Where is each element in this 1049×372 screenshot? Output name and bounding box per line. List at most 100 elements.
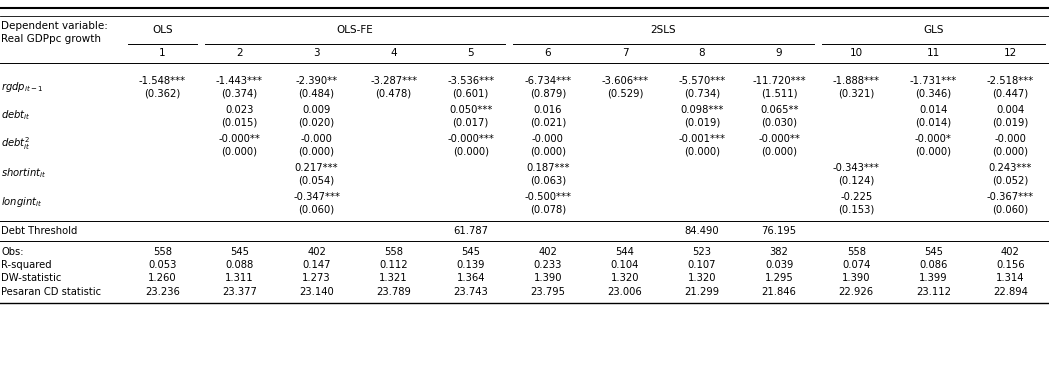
Text: OLS-FE: OLS-FE bbox=[337, 25, 373, 35]
Text: (0.063): (0.063) bbox=[530, 175, 565, 185]
Text: 0.112: 0.112 bbox=[380, 260, 408, 270]
Text: 21.846: 21.846 bbox=[762, 287, 796, 297]
Text: (0.078): (0.078) bbox=[530, 204, 565, 214]
Text: -3.606***: -3.606*** bbox=[601, 76, 648, 86]
Text: 558: 558 bbox=[384, 247, 403, 257]
Text: -11.720***: -11.720*** bbox=[752, 76, 806, 86]
Text: 0.074: 0.074 bbox=[842, 260, 871, 270]
Text: 1.260: 1.260 bbox=[148, 273, 176, 283]
Text: 23.112: 23.112 bbox=[916, 287, 950, 297]
Text: -3.536***: -3.536*** bbox=[447, 76, 494, 86]
Text: 0.086: 0.086 bbox=[919, 260, 947, 270]
Text: (0.734): (0.734) bbox=[684, 89, 720, 99]
Text: 2: 2 bbox=[236, 48, 242, 58]
Text: 0.107: 0.107 bbox=[688, 260, 716, 270]
Text: (0.060): (0.060) bbox=[992, 204, 1028, 214]
Text: 523: 523 bbox=[692, 247, 711, 257]
Text: -1.548***: -1.548*** bbox=[138, 76, 186, 86]
Text: 76.195: 76.195 bbox=[762, 226, 796, 235]
Text: (0.015): (0.015) bbox=[221, 118, 258, 128]
Text: Real GDPpc growth: Real GDPpc growth bbox=[1, 34, 101, 44]
Text: -0.000***: -0.000*** bbox=[447, 134, 494, 144]
Text: -0.000**: -0.000** bbox=[758, 134, 800, 144]
Text: 0.053: 0.053 bbox=[148, 260, 176, 270]
Text: 0.187***: 0.187*** bbox=[527, 163, 570, 173]
Text: 402: 402 bbox=[307, 247, 326, 257]
Text: 545: 545 bbox=[924, 247, 943, 257]
Text: 0.139: 0.139 bbox=[456, 260, 485, 270]
Text: 8: 8 bbox=[699, 48, 705, 58]
Text: 3: 3 bbox=[314, 48, 320, 58]
Text: 1.399: 1.399 bbox=[919, 273, 947, 283]
Text: 1.364: 1.364 bbox=[456, 273, 485, 283]
Text: (0.362): (0.362) bbox=[144, 89, 180, 99]
Text: (0.447): (0.447) bbox=[992, 89, 1028, 99]
Text: 23.140: 23.140 bbox=[299, 287, 334, 297]
Text: (0.374): (0.374) bbox=[221, 89, 257, 99]
Text: 9: 9 bbox=[776, 48, 783, 58]
Text: 6: 6 bbox=[544, 48, 551, 58]
Text: 402: 402 bbox=[538, 247, 557, 257]
Text: -1.731***: -1.731*** bbox=[909, 76, 957, 86]
Text: -0.347***: -0.347*** bbox=[293, 192, 340, 202]
Text: (0.478): (0.478) bbox=[376, 89, 411, 99]
Text: (0.601): (0.601) bbox=[452, 89, 489, 99]
Text: $debt^2_{it}$: $debt^2_{it}$ bbox=[1, 135, 30, 153]
Text: 1.320: 1.320 bbox=[688, 273, 716, 283]
Text: 0.147: 0.147 bbox=[302, 260, 330, 270]
Text: 1.314: 1.314 bbox=[997, 273, 1025, 283]
Text: Debt Threshold: Debt Threshold bbox=[1, 226, 78, 235]
Text: 10: 10 bbox=[850, 48, 863, 58]
Text: 1.321: 1.321 bbox=[380, 273, 408, 283]
Text: -5.570***: -5.570*** bbox=[679, 76, 726, 86]
Text: 545: 545 bbox=[230, 247, 249, 257]
Text: $longint_{it}$: $longint_{it}$ bbox=[1, 195, 43, 209]
Text: (0.054): (0.054) bbox=[299, 175, 335, 185]
Text: (0.019): (0.019) bbox=[684, 118, 721, 128]
Text: (0.017): (0.017) bbox=[452, 118, 489, 128]
Text: 23.743: 23.743 bbox=[453, 287, 488, 297]
Text: 0.088: 0.088 bbox=[226, 260, 254, 270]
Text: -1.888***: -1.888*** bbox=[833, 76, 880, 86]
Text: 23.795: 23.795 bbox=[531, 287, 565, 297]
Text: 4: 4 bbox=[390, 48, 397, 58]
Text: 0.009: 0.009 bbox=[302, 106, 330, 115]
Text: 61.787: 61.787 bbox=[453, 226, 488, 235]
Text: 0.023: 0.023 bbox=[226, 106, 254, 115]
Text: -2.390**: -2.390** bbox=[296, 76, 338, 86]
Text: (0.000): (0.000) bbox=[221, 147, 257, 156]
Text: 0.104: 0.104 bbox=[611, 260, 639, 270]
Text: (0.000): (0.000) bbox=[530, 147, 565, 156]
Text: 5: 5 bbox=[468, 48, 474, 58]
Text: $shortint_{it}$: $shortint_{it}$ bbox=[1, 166, 47, 180]
Text: -0.000**: -0.000** bbox=[218, 134, 260, 144]
Text: 0.004: 0.004 bbox=[997, 106, 1025, 115]
Text: 23.789: 23.789 bbox=[377, 287, 411, 297]
Text: 21.299: 21.299 bbox=[685, 287, 720, 297]
Text: $rgdp_{it-1}$: $rgdp_{it-1}$ bbox=[1, 80, 43, 94]
Text: 0.217***: 0.217*** bbox=[295, 163, 339, 173]
Text: 23.006: 23.006 bbox=[607, 287, 642, 297]
Text: 0.014: 0.014 bbox=[919, 106, 947, 115]
Text: (0.014): (0.014) bbox=[916, 118, 951, 128]
Text: (0.000): (0.000) bbox=[453, 147, 489, 156]
Text: R-squared: R-squared bbox=[1, 260, 51, 270]
Text: 382: 382 bbox=[770, 247, 789, 257]
Text: -2.518***: -2.518*** bbox=[987, 76, 1034, 86]
Text: Pesaran CD statistic: Pesaran CD statistic bbox=[1, 287, 101, 297]
Text: (0.321): (0.321) bbox=[838, 89, 875, 99]
Text: 84.490: 84.490 bbox=[685, 226, 720, 235]
Text: (0.030): (0.030) bbox=[762, 118, 797, 128]
Text: -3.287***: -3.287*** bbox=[370, 76, 418, 86]
Text: (0.052): (0.052) bbox=[992, 175, 1029, 185]
Text: 0.233: 0.233 bbox=[534, 260, 562, 270]
Text: 0.156: 0.156 bbox=[997, 260, 1025, 270]
Text: 402: 402 bbox=[1001, 247, 1020, 257]
Text: Obs:: Obs: bbox=[1, 247, 23, 257]
Text: 0.098***: 0.098*** bbox=[681, 106, 724, 115]
Text: $debt_{it}$: $debt_{it}$ bbox=[1, 108, 30, 122]
Text: OLS: OLS bbox=[152, 25, 173, 35]
Text: 11: 11 bbox=[926, 48, 940, 58]
Text: (0.021): (0.021) bbox=[530, 118, 566, 128]
Text: 1.320: 1.320 bbox=[611, 273, 639, 283]
